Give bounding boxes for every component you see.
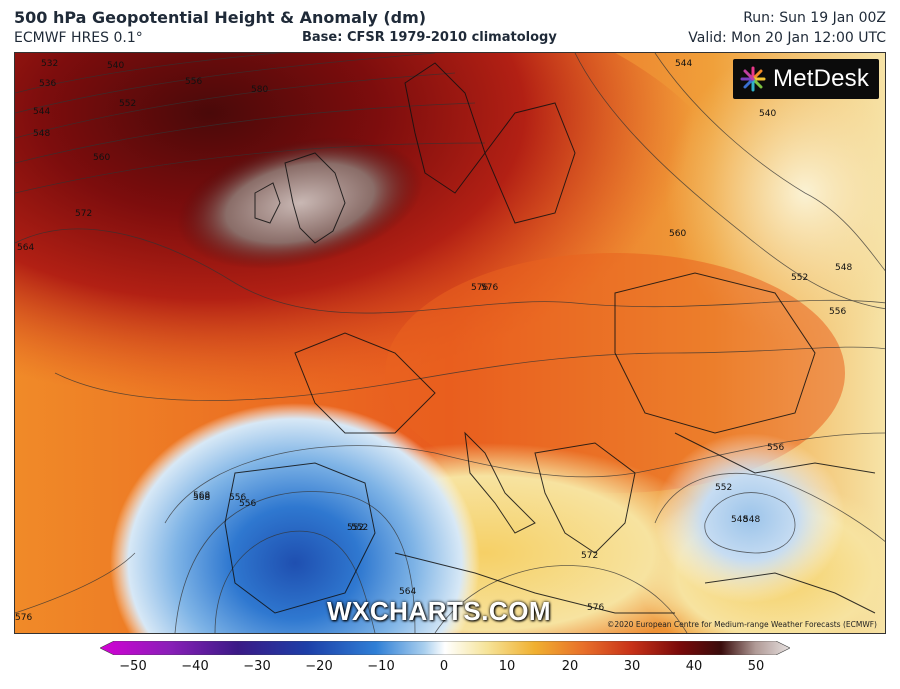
map-title: 500 hPa Geopotential Height & Anomaly (d… [14, 8, 427, 27]
metdesk-star-icon [739, 65, 767, 93]
metdesk-logo-text: MetDesk [773, 65, 870, 92]
coastlines [224, 62, 876, 614]
contour-label: 568 [193, 491, 211, 501]
climatology-base: Base: CFSR 1979-2010 climatology [302, 30, 557, 45]
contour-label: 556 [767, 443, 785, 453]
anomaly-map: 532 536 540 544 548 552 556 560 564 568 … [14, 52, 886, 634]
contour-label: 552 [791, 273, 809, 283]
colorbar-tick: 10 [498, 659, 516, 674]
contour-label: 576 [15, 613, 33, 623]
anomaly-colorbar [100, 641, 790, 655]
contour-label: 564 [17, 243, 35, 253]
colorbar-tick: −40 [181, 659, 209, 674]
colorbar-tick: −10 [367, 659, 395, 674]
contour-label: 540 [759, 109, 777, 119]
contour-label: 572 [75, 209, 93, 219]
colorbar-tick: −50 [119, 659, 147, 674]
contour-label: 532 [41, 59, 59, 69]
height-contours [15, 53, 885, 633]
contour-label: 556 [239, 499, 257, 509]
contour-label: 556 [829, 307, 847, 317]
contour-label: 556 [229, 493, 247, 503]
contour-label: 540 [107, 61, 125, 71]
contour-label: 552 [351, 523, 369, 533]
colorbar-tick: 50 [747, 659, 765, 674]
contour-label: 548 [33, 129, 51, 139]
contour-label: 552 [715, 483, 733, 493]
contour-label: 564 [399, 587, 417, 597]
contour-label: 544 [33, 107, 51, 117]
colorbar-tick: −20 [305, 659, 333, 674]
contour-label: 560 [93, 153, 111, 163]
metdesk-logo: MetDesk [733, 59, 879, 99]
contour-label: 576 [587, 603, 605, 613]
contour-label: 548 [835, 263, 853, 273]
colorbar-tick: 0 [439, 659, 449, 674]
run-time: Run: Sun 19 Jan 00Z [743, 10, 886, 26]
model-name: ECMWF HRES 0.1° [14, 30, 143, 46]
contour-label: 556 [185, 77, 203, 87]
contour-label: 544 [675, 59, 693, 69]
colorbar-tick: 20 [561, 659, 579, 674]
colorbar-tick: 30 [623, 659, 641, 674]
contour-label: 548 [731, 515, 749, 525]
contour-label: 568 [193, 493, 211, 503]
contour-label: 536 [39, 79, 57, 89]
contour-label: 580 [251, 85, 269, 95]
colorbar-tick: −30 [243, 659, 271, 674]
valid-time: Valid: Mon 20 Jan 12:00 UTC [688, 30, 886, 46]
contour-label: 548 [743, 515, 761, 525]
wxcharts-watermark: WXCHARTS.COM [327, 596, 552, 626]
contour-label: 552 [119, 99, 137, 109]
contour-label: 576 [481, 283, 499, 293]
contour-label: 572 [581, 551, 599, 561]
contour-label: 552 [347, 523, 365, 533]
copyright-notice: ©2020 European Centre for Medium-range W… [606, 620, 877, 629]
contour-label: 576 [471, 283, 489, 293]
contour-label: 560 [669, 229, 687, 239]
map-canvas [15, 53, 885, 633]
colorbar-tick: 40 [685, 659, 703, 674]
